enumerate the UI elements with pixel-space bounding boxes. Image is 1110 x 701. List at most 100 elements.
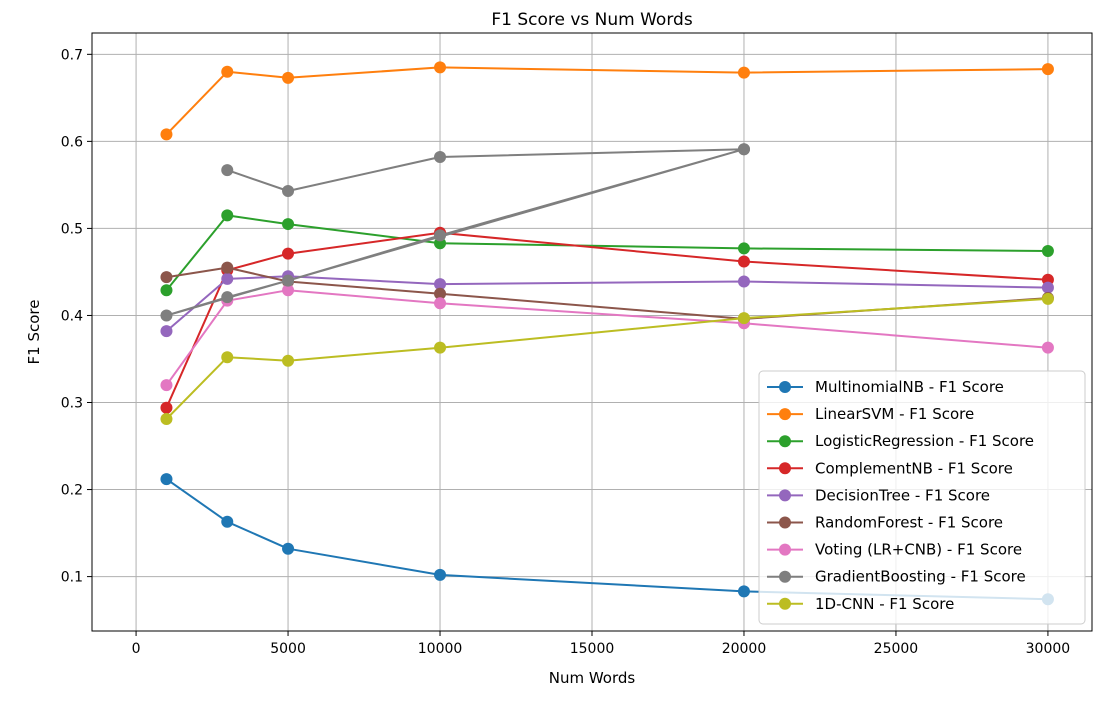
x-tick-label: 20000 (722, 641, 767, 657)
legend-label: GradientBoosting - F1 Score (815, 568, 1026, 586)
data-point-decisiontree (434, 278, 447, 291)
series-line-linearsvm (165, 66, 1048, 136)
data-point-linearsvm (434, 61, 447, 74)
data-point-multinomialnb (737, 585, 750, 598)
data-point-1d-cnn (282, 354, 295, 367)
data-point-1d-cnn (1041, 292, 1054, 305)
legend-entry: DecisionTree - F1 Score (767, 486, 990, 504)
legend-marker (779, 489, 791, 502)
legend-label: Voting (LR+CNB) - F1 Score (815, 541, 1022, 559)
data-point-linearsvm (1041, 63, 1054, 76)
series-gradientboosting (160, 143, 750, 322)
data-point-decisiontree (221, 272, 234, 285)
data-point-voting (282, 284, 295, 297)
chart-title: F1 Score vs Num Words (491, 10, 692, 30)
legend-entry: GradientBoosting - F1 Score (767, 568, 1026, 586)
legend-box (758, 370, 1086, 625)
y-tick-label: 0.3 (61, 396, 83, 412)
y-tick-label: 0.7 (61, 47, 83, 63)
data-point-logisticregression (1041, 245, 1054, 258)
data-point-complementnb (737, 255, 750, 268)
data-point-logisticregression (221, 209, 234, 222)
series-line-decisiontree (165, 275, 1048, 332)
y-tick-label: 0.6 (61, 134, 83, 150)
data-point-voting (1041, 341, 1054, 354)
data-point-multinomialnb (221, 515, 234, 528)
legend-marker (779, 570, 791, 583)
data-point-gradientboosting (160, 309, 173, 322)
data-point-linearsvm (160, 128, 173, 141)
data-point-1d-cnn (221, 351, 234, 364)
y-tick-label: 0.2 (61, 483, 83, 499)
data-point-linearsvm (221, 65, 234, 78)
data-point-multinomialnb (434, 568, 447, 581)
data-point-1d-cnn (434, 341, 447, 354)
legend-marker (779, 381, 791, 393)
data-point-linearsvm (282, 71, 295, 84)
data-point-logisticregression (160, 284, 173, 297)
series-line-gradientboosting (165, 148, 745, 317)
legend-entry: ComplementNB - F1 Score (767, 459, 1013, 477)
x-tick-label: 10000 (418, 641, 463, 657)
data-point-1d-cnn (737, 312, 750, 325)
legend-marker (779, 408, 791, 421)
x-axis-label: Num Words (549, 669, 636, 687)
legend-entry: RandomForest - F1 Score (767, 514, 1003, 532)
legend-marker (779, 597, 791, 610)
data-point-complementnb (160, 401, 173, 414)
series-logisticregression (160, 209, 1054, 297)
series-decisiontree (160, 270, 1054, 338)
y-tick-label: 0.1 (61, 570, 83, 586)
series-line-logisticregression (165, 214, 1048, 291)
data-point-gradientboosting (282, 274, 295, 287)
data-point-multinomialnb (282, 542, 295, 555)
x-tick-label: 25000 (874, 641, 919, 657)
data-point-gradientboosting (737, 143, 750, 156)
legend-entry: LogisticRegression - F1 Score (767, 432, 1034, 450)
x-tick-label: 15000 (570, 641, 615, 657)
legend-marker (779, 462, 791, 475)
data-point-decisiontree (1041, 281, 1054, 294)
data-point-linearsvm (737, 66, 750, 79)
legend-entry: 1D-CNN - F1 Score (767, 595, 954, 613)
data-point-gradientboosting (221, 164, 234, 177)
data-point-gradientboosting (434, 151, 447, 164)
x-tick-label: 5000 (270, 641, 306, 657)
legend-label: MultinomialNB - F1 Score (815, 378, 1004, 396)
data-point-gradientboosting (282, 184, 295, 197)
legend-marker (779, 435, 791, 448)
data-point-decisiontree (737, 275, 750, 288)
series-line-1d-cnn (165, 297, 1048, 420)
series-line-complementnb (165, 231, 1048, 409)
legend-label: 1D-CNN - F1 Score (815, 595, 954, 613)
legend-label: RandomForest - F1 Score (815, 514, 1003, 532)
x-tick-label: 0 (132, 641, 141, 657)
series-1d-cnn (160, 292, 1054, 426)
legend-label: ComplementNB - F1 Score (815, 459, 1013, 477)
legend-marker (779, 516, 791, 529)
y-axis: 0.1 0.2 0.3 0.4 0.5 0.6 0.7 (61, 47, 92, 586)
legend-entry: LinearSVM - F1 Score (767, 405, 974, 423)
series-line-voting (165, 289, 1048, 386)
legend-label: LinearSVM - F1 Score (815, 405, 974, 423)
series-layer (160, 61, 1054, 606)
legend-label: LogisticRegression - F1 Score (815, 432, 1034, 450)
y-tick-label: 0.5 (61, 221, 83, 237)
data-point-randomforest (160, 271, 173, 284)
data-point-1d-cnn (160, 413, 173, 426)
data-point-voting (160, 379, 173, 392)
x-tick-label: 30000 (1026, 641, 1071, 657)
data-point-gradientboosting (434, 229, 447, 242)
data-point-logisticregression (737, 242, 750, 255)
data-point-complementnb (282, 247, 295, 260)
data-point-decisiontree (160, 325, 173, 338)
legend-entry: MultinomialNB - F1 Score (767, 378, 1004, 396)
series-line-randomforest (166, 266, 1048, 320)
data-point-gradientboosting (221, 291, 234, 304)
data-point-logisticregression (282, 218, 295, 231)
data-point-multinomialnb (160, 473, 173, 486)
data-point-randomforest (434, 287, 447, 300)
legend-label: DecisionTree - F1 Score (815, 486, 990, 504)
data-point-randomforest (221, 261, 234, 274)
